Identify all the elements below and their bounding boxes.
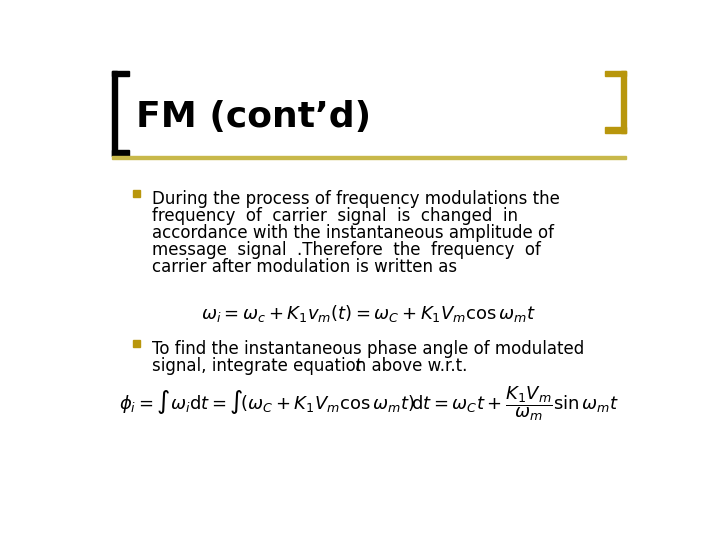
Text: accordance with the instantaneous amplitude of: accordance with the instantaneous amplit…	[152, 224, 554, 242]
Text: $\phi_i = \int \omega_i \mathrm{d}t = \int\!\left(\omega_C + K_1 V_m \cos\omega_: $\phi_i = \int \omega_i \mathrm{d}t = \i…	[119, 384, 619, 423]
Text: To find the instantaneous phase angle of modulated: To find the instantaneous phase angle of…	[152, 340, 584, 359]
Bar	[112, 71, 129, 76]
Bar	[621, 71, 626, 132]
Text: $\omega_i = \omega_c + K_1 v_m(t)= \omega_C + K_1 V_m \cos\omega_m t$: $\omega_i = \omega_c + K_1 v_m(t)= \omeg…	[202, 303, 536, 325]
Bar	[132, 190, 140, 197]
Text: carrier after modulation is written as: carrier after modulation is written as	[152, 258, 457, 276]
Bar	[606, 127, 626, 132]
Text: message  signal  .Therefore  the  frequency  of: message signal .Therefore the frequency …	[152, 241, 541, 259]
Text: frequency  of  carrier  signal  is  changed  in: frequency of carrier signal is changed i…	[152, 207, 518, 225]
Bar	[606, 71, 626, 76]
Text: t: t	[355, 357, 361, 375]
Bar	[132, 340, 140, 347]
Bar	[112, 71, 117, 156]
Bar	[112, 156, 626, 159]
Text: signal, integrate equation above w.r.t.: signal, integrate equation above w.r.t.	[152, 357, 472, 375]
Text: FM (cont’d): FM (cont’d)	[137, 100, 372, 134]
Bar	[112, 150, 129, 156]
Text: During the process of frequency modulations the: During the process of frequency modulati…	[152, 190, 560, 208]
